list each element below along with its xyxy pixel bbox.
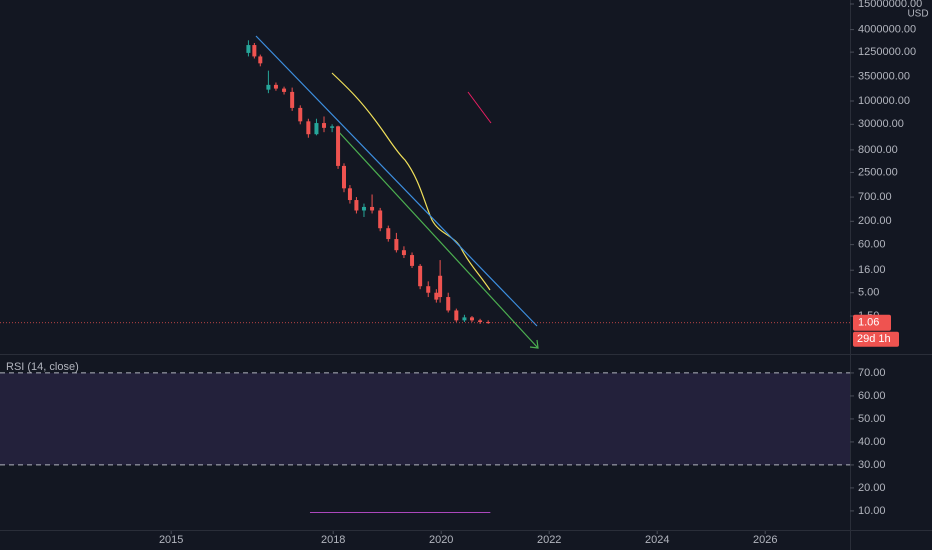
countdown-label: 29d 1h bbox=[857, 333, 891, 345]
level-band bbox=[0, 372, 850, 465]
trend-line bbox=[255, 35, 538, 327]
candle-body bbox=[469, 317, 474, 321]
candle-body bbox=[314, 123, 319, 135]
moving-average-drawing bbox=[331, 72, 491, 291]
arrow-head bbox=[529, 339, 539, 349]
candle-body bbox=[341, 165, 346, 189]
candle-body bbox=[354, 200, 359, 211]
y-tick-label: 700.00 bbox=[858, 191, 892, 203]
candle-body bbox=[486, 322, 491, 324]
candle-body bbox=[418, 265, 423, 287]
y-tick-label: 20.00 bbox=[858, 482, 886, 494]
candle-body bbox=[282, 88, 287, 92]
y-tick-label: 60.00 bbox=[858, 239, 886, 251]
candle-body bbox=[426, 286, 431, 293]
candle-body bbox=[462, 317, 467, 321]
candle-body bbox=[266, 84, 271, 90]
y-tick-label: 30.00 bbox=[858, 459, 886, 471]
y-tick-label: 2500.00 bbox=[858, 166, 898, 178]
candle-body bbox=[401, 250, 406, 256]
x-tick-label: 2024 bbox=[645, 534, 669, 546]
candle-body bbox=[298, 107, 303, 122]
last-price-label: 1.06 bbox=[858, 317, 879, 329]
y-tick-label: 50.00 bbox=[858, 413, 886, 425]
x-tick-label: 2020 bbox=[429, 534, 453, 546]
candle-body bbox=[306, 121, 311, 135]
candle-body bbox=[386, 228, 391, 240]
candle-body bbox=[370, 206, 375, 211]
candle-body bbox=[322, 123, 327, 128]
y-tick-label: 100000.00 bbox=[858, 95, 910, 107]
y-tick-label: 5.00 bbox=[858, 287, 879, 299]
candle-body bbox=[252, 45, 257, 57]
y-tick-label: 1250000.00 bbox=[858, 46, 916, 58]
x-tick-label: 2022 bbox=[537, 534, 561, 546]
y-tick-label: 40.00 bbox=[858, 436, 886, 448]
currency-label: USD bbox=[907, 9, 928, 20]
y-tick-label: 30000.00 bbox=[858, 118, 904, 130]
trend-arrow bbox=[336, 129, 539, 349]
x-tick-label: 2018 bbox=[321, 534, 345, 546]
rsi-title: RSI (14, close) bbox=[6, 361, 79, 373]
y-tick-label: 16.00 bbox=[858, 264, 886, 276]
candle-body bbox=[446, 297, 451, 311]
y-tick-label: 15000000.00 bbox=[858, 0, 922, 10]
candle-body bbox=[394, 239, 399, 251]
candle-body bbox=[336, 126, 341, 166]
y-tick-label: 60.00 bbox=[858, 390, 886, 402]
x-tick-label: 2026 bbox=[753, 534, 777, 546]
y-tick-label: 10.00 bbox=[858, 505, 886, 517]
candle-body bbox=[378, 210, 383, 229]
y-tick-label: 8000.00 bbox=[858, 144, 898, 156]
candle-body bbox=[330, 126, 335, 128]
candle-body bbox=[410, 255, 415, 266]
candle-body bbox=[361, 206, 366, 211]
y-tick-label: 70.00 bbox=[858, 367, 886, 379]
y-tick-label: 200.00 bbox=[858, 215, 892, 227]
y-tick-label: 350000.00 bbox=[858, 71, 910, 83]
candle-body bbox=[438, 275, 443, 298]
countdown-badge bbox=[853, 331, 899, 347]
x-tick-label: 2015 bbox=[159, 534, 183, 546]
candle-body bbox=[478, 320, 483, 323]
short-line-drawing bbox=[467, 91, 492, 124]
candle-body bbox=[290, 91, 295, 108]
candle-body bbox=[434, 292, 439, 300]
candle-body bbox=[273, 84, 278, 89]
y-tick-label: 4000000.00 bbox=[858, 24, 916, 36]
candle-body bbox=[246, 45, 251, 53]
candle-body bbox=[258, 56, 263, 64]
candle-body bbox=[347, 188, 352, 201]
candle-body bbox=[454, 310, 459, 321]
last-price-badge bbox=[853, 314, 891, 331]
